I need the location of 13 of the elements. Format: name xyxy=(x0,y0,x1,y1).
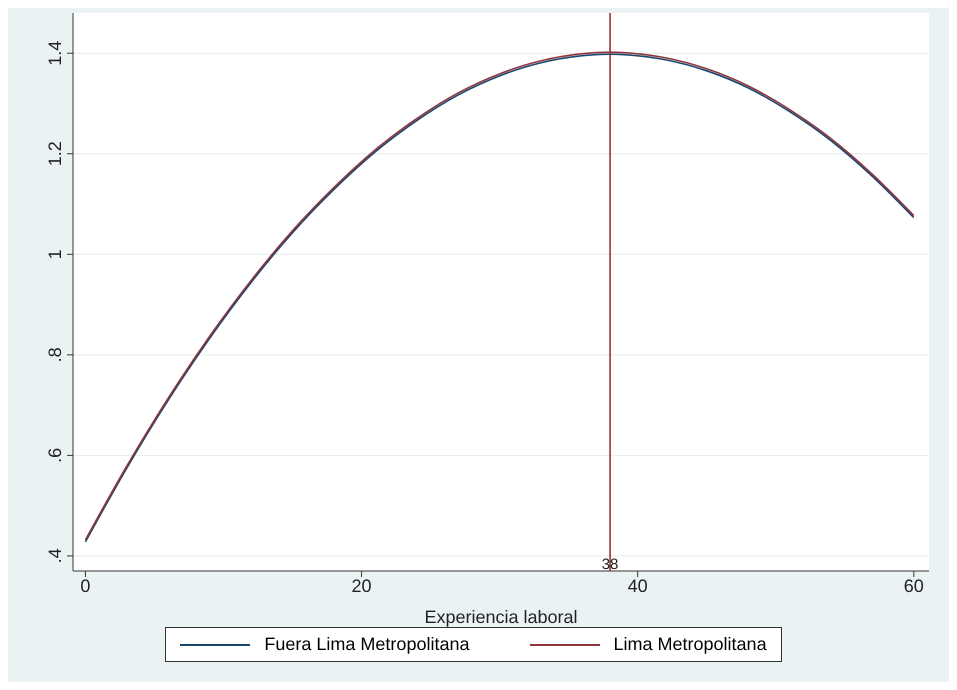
x-tick-label: 60 xyxy=(904,576,924,596)
x-tick-label: 20 xyxy=(352,576,372,596)
x-tick-label: 40 xyxy=(628,576,648,596)
y-tick-label: .6 xyxy=(45,448,65,463)
legend-label: Lima Metropolitana xyxy=(614,634,767,655)
y-tick-label: .4 xyxy=(45,548,65,564)
x-axis-title: Experiencia laboral xyxy=(424,607,578,627)
x-tick-label: 0 xyxy=(80,576,90,596)
y-tick-label: 1.2 xyxy=(45,141,65,166)
y-tick-label: .8 xyxy=(45,347,65,362)
y-tick-label: 1.4 xyxy=(45,40,65,66)
y-tick-label: 1 xyxy=(45,249,65,260)
legend-label: Fuera Lima Metropolitana xyxy=(264,634,470,655)
